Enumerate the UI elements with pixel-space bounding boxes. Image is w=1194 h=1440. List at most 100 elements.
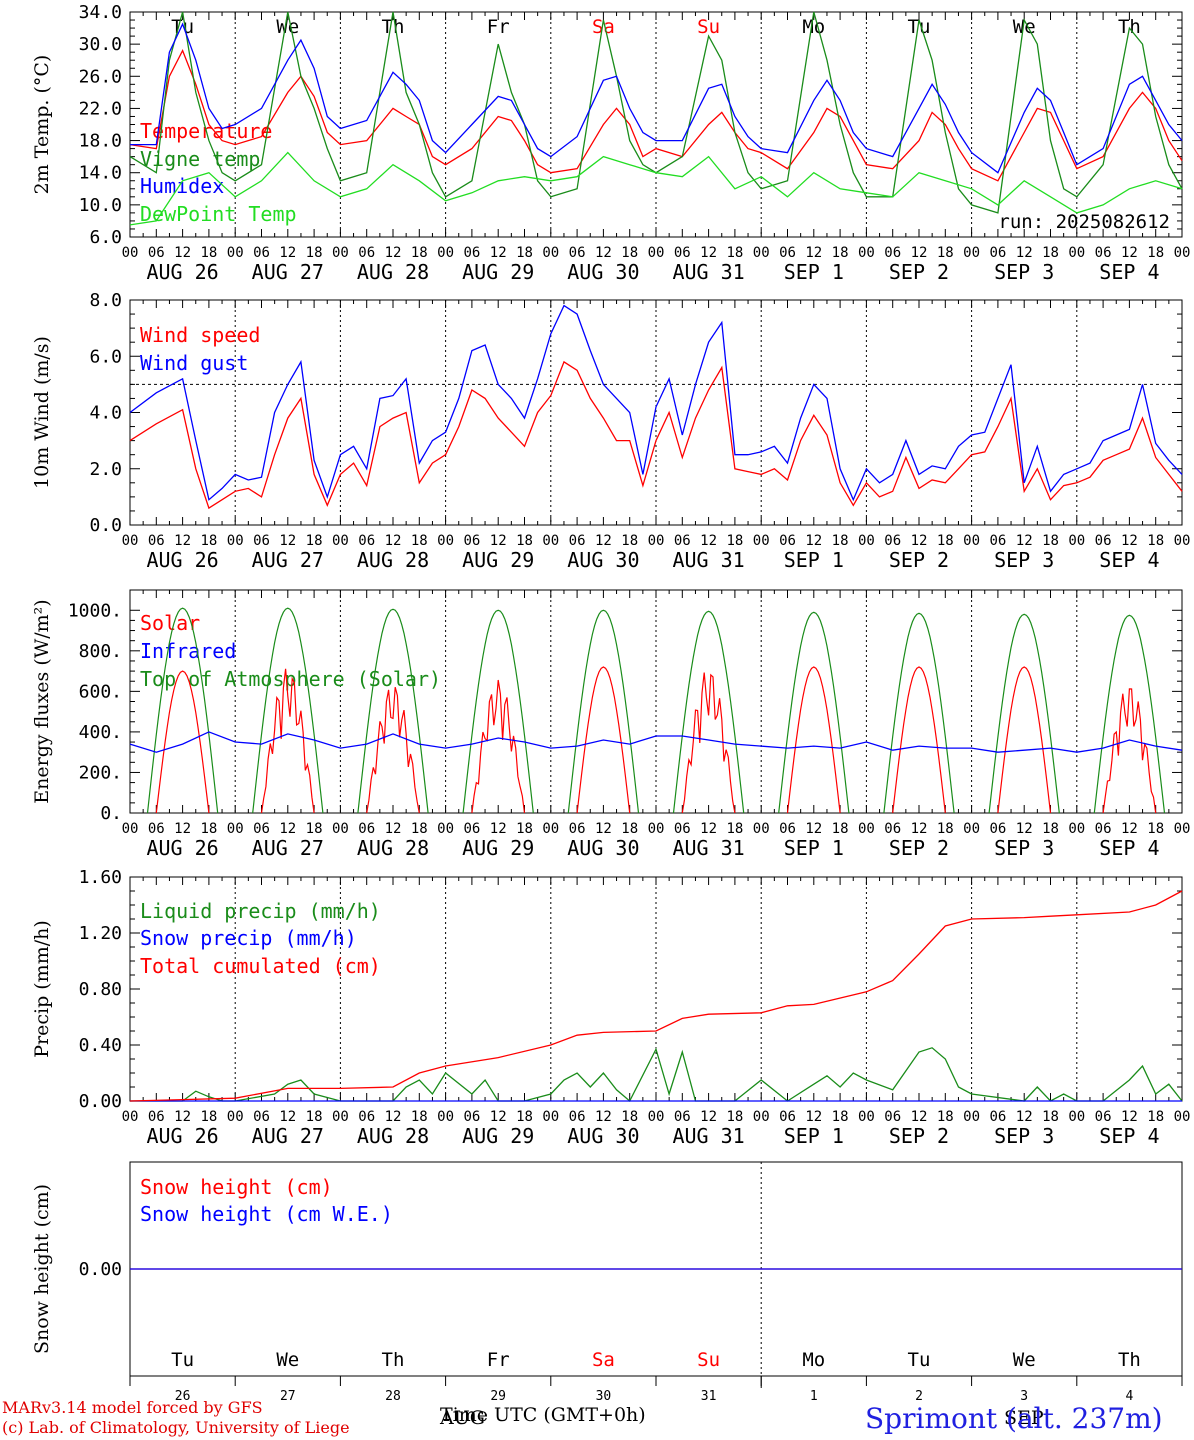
precip-hour-label: 00: [437, 1109, 454, 1125]
energy-hour-label: 18: [621, 821, 638, 837]
temp-hour-label: 06: [989, 245, 1006, 261]
energy-hour-label: 06: [1095, 821, 1112, 837]
wind-date-label: SEP 2: [889, 548, 949, 572]
temp-hour-label: 12: [279, 245, 296, 261]
temp-hour-label: 12: [1121, 245, 1138, 261]
energy-hour-label: 12: [1121, 821, 1138, 837]
toa-solar-series: [883, 612, 955, 814]
energy-hour-label: 12: [595, 821, 612, 837]
precip-hour-label: 18: [411, 1109, 428, 1125]
toa-solar-series: [567, 609, 640, 814]
temp-ytick-label: 18.0: [79, 131, 122, 152]
temp-hour-label: 00: [858, 245, 875, 261]
snow-day-of-week: Tu: [908, 1349, 931, 1371]
temp-hour-label: 12: [805, 245, 822, 261]
precip-ytick-label: 1.20: [79, 923, 122, 944]
temp-date-label: AUG 29: [462, 260, 534, 284]
energy-hour-label: 18: [200, 821, 217, 837]
energy-hour-label: 06: [569, 821, 586, 837]
precip-hour-label: 06: [884, 1109, 901, 1125]
wind-hour-label: 00: [963, 533, 980, 549]
temp-date-label: SEP 2: [889, 260, 949, 284]
snow-day-of-week: We: [1013, 1349, 1036, 1371]
x-axis-label: Time UTC (GMT+0h): [440, 1404, 646, 1426]
snow-day-number: 2: [915, 1389, 923, 1404]
wind-hour-label: 00: [753, 533, 770, 549]
temp-ytick-label: 6.0: [89, 227, 122, 248]
snow-day-number: 26: [175, 1389, 191, 1404]
precip-hour-label: 12: [385, 1109, 402, 1125]
precip-hour-label: 00: [1068, 1109, 1085, 1125]
solar-series: [681, 672, 736, 814]
temp-hour-label: 18: [411, 245, 428, 261]
temp-hour-label: 06: [463, 245, 480, 261]
snow-day-of-week: Th: [1118, 1349, 1141, 1371]
toa-solar-series: [357, 608, 429, 814]
temp-hour-label: 12: [1016, 245, 1033, 261]
temp-legend-1: Vigne temp: [140, 147, 260, 171]
energy-hour-label: 00: [437, 821, 454, 837]
temp-date-label: AUG 30: [567, 260, 639, 284]
temp-ytick-label: 26.0: [79, 66, 122, 87]
precip-hour-label: 06: [569, 1109, 586, 1125]
energy-date-label: AUG 30: [567, 836, 639, 860]
energy-hour-label: 06: [674, 821, 691, 837]
energy-ytick-label: 200.: [79, 762, 122, 783]
temp-ylabel: 2m Temp. (°C): [31, 55, 53, 195]
temp-run-label: run: 2025082612: [998, 211, 1170, 233]
energy-date-label: AUG 27: [252, 836, 324, 860]
temp-hour-label: 00: [648, 245, 665, 261]
wind-hour-label: 12: [1016, 533, 1033, 549]
precip-series-2: [129, 890, 1183, 1102]
precip-date-label: AUG 27: [252, 1124, 324, 1148]
energy-date-label: SEP 3: [994, 836, 1054, 860]
wind-hour-label: 18: [200, 533, 217, 549]
solar-series: [366, 687, 420, 814]
wind-hour-label: 06: [463, 533, 480, 549]
temp-hour-label: 00: [542, 245, 559, 261]
snow-day-number: 29: [490, 1389, 506, 1404]
precip-ytick-label: 0.80: [79, 979, 122, 1000]
precip-hour-label: 18: [832, 1109, 849, 1125]
temp-date-label: AUG 31: [672, 260, 744, 284]
energy-hour-label: 18: [832, 821, 849, 837]
wind-ytick-label: 0.0: [89, 515, 122, 536]
snow-day-of-week: Su: [697, 1349, 720, 1371]
solar-series: [155, 670, 210, 814]
energy-hour-label: 12: [279, 821, 296, 837]
precip-date-label: AUG 28: [357, 1124, 429, 1148]
temp-day-of-week: Tu: [908, 16, 931, 38]
wind-hour-label: 00: [227, 533, 244, 549]
precip-hour-label: 12: [595, 1109, 612, 1125]
energy-date-label: SEP 1: [784, 836, 844, 860]
energy-hour-label: 12: [385, 821, 402, 837]
month-label-sep: SEP: [1004, 1407, 1044, 1429]
temp-day-of-week: Su: [697, 16, 720, 38]
energy-hour-label: 00: [858, 821, 875, 837]
temp-hour-label: 12: [911, 245, 928, 261]
energy-date-label: AUG 26: [146, 836, 218, 860]
snow-day-number: 28: [385, 1389, 401, 1404]
precip-date-label: AUG 26: [146, 1124, 218, 1148]
wind-legend-1: Wind gust: [140, 351, 248, 375]
wind-hour-label: 12: [174, 533, 191, 549]
temp-hour-label: 06: [1095, 245, 1112, 261]
energy-hour-label: 00: [648, 821, 665, 837]
energy-hour-label: 00: [122, 821, 139, 837]
wind-hour-label: 06: [253, 533, 270, 549]
precip-legend-0: Liquid precip (mm/h): [140, 899, 381, 923]
energy-hour-label: 18: [1042, 821, 1059, 837]
temp-hour-label: 18: [1042, 245, 1059, 261]
wind-ytick-label: 2.0: [89, 459, 122, 480]
precip-ytick-label: 0.00: [79, 1091, 122, 1112]
wind-hour-label: 18: [516, 533, 533, 549]
wind-date-label: SEP 4: [1099, 548, 1159, 572]
precip-hour-label: 00: [858, 1109, 875, 1125]
energy-hour-label: 00: [1068, 821, 1085, 837]
toa-solar-series: [988, 613, 1060, 814]
wind-hour-label: 12: [385, 533, 402, 549]
wind-date-label: AUG 28: [357, 548, 429, 572]
precip-ytick-label: 0.40: [79, 1035, 122, 1056]
temp-hour-label: 18: [1147, 245, 1164, 261]
wind-hour-label: 00: [648, 533, 665, 549]
